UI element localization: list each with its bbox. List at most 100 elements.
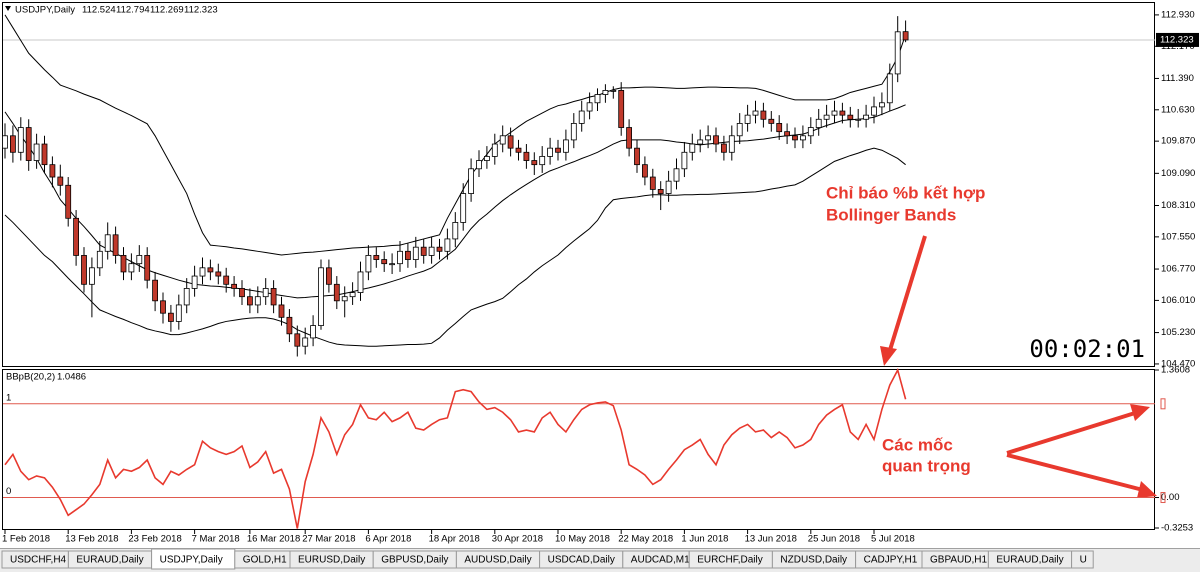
tab-label[interactable]: EURAUD,Daily	[996, 555, 1063, 566]
candle-body	[65, 184, 72, 219]
candle-body	[215, 271, 222, 277]
candle-body	[452, 222, 459, 240]
x-tick-label: 6 Apr 2018	[365, 534, 411, 545]
tab[interactable]: EURCHF,Daily	[688, 550, 773, 569]
candle-body	[365, 255, 372, 273]
candle-body	[444, 238, 451, 252]
candle-body	[626, 127, 632, 149]
tab-label[interactable]: EURCHF,Daily	[697, 555, 763, 566]
candle-body	[468, 168, 475, 194]
menu-triangle	[5, 6, 11, 11]
candle-body	[634, 147, 640, 166]
tab[interactable]: EURUSD,Daily	[289, 550, 374, 569]
annotation: quan trọng	[882, 456, 971, 475]
candle-body	[262, 288, 269, 298]
tab[interactable]: U	[1071, 550, 1094, 569]
level-marker	[1160, 398, 1166, 410]
candle-body	[404, 250, 411, 260]
tab-label[interactable]: NZDUSD,Daily	[780, 555, 847, 566]
candle-body	[160, 300, 166, 314]
candle-body	[507, 135, 514, 149]
candle-body	[412, 246, 419, 260]
candle-body	[428, 246, 435, 256]
candle-body	[807, 127, 814, 137]
candle-body	[697, 139, 704, 145]
tab[interactable]: USDCHF,H4	[1, 550, 69, 569]
tab-label[interactable]: EURUSD,Daily	[298, 555, 365, 566]
tab-label[interactable]: GBPUSD,Daily	[381, 555, 448, 566]
tab[interactable]: GOLD,H1	[234, 550, 291, 569]
candle-body	[191, 275, 198, 289]
indicator-line	[4, 367, 907, 529]
candle-body	[483, 156, 490, 161]
tab[interactable]: AUDUSD,Daily	[455, 550, 541, 569]
tab[interactable]: NZDUSD,Daily	[771, 550, 857, 569]
candle-body	[420, 246, 427, 256]
candle-body	[594, 94, 601, 104]
candle-body	[294, 333, 301, 347]
ohlc-low: 112.269	[150, 5, 184, 16]
tab[interactable]: CADJPY,H1	[855, 550, 923, 569]
tab-label[interactable]: USDCHF,H4	[10, 555, 67, 566]
tab-label[interactable]: USDJPY,Daily	[160, 555, 223, 566]
candle-body	[381, 259, 388, 265]
arrow	[888, 235, 927, 351]
y-tick-label: 106.770	[1161, 264, 1195, 275]
candle-body	[302, 337, 309, 347]
candle-body	[128, 263, 135, 273]
y-tick-label: 108.310	[1161, 200, 1195, 211]
tab[interactable]: EURAUD,Daily	[67, 550, 153, 569]
bid-label: 112.323	[1160, 34, 1194, 45]
candle-body	[89, 267, 95, 285]
candle-body	[310, 325, 317, 339]
candle-body	[902, 31, 909, 41]
tab-label[interactable]: AUDCAD,M1	[631, 555, 690, 566]
candle-body	[57, 176, 64, 186]
y-tick-label: -0.3253	[1161, 523, 1193, 534]
tab[interactable]: EURAUD,Daily	[987, 550, 1073, 569]
ohlc-open: 112.524	[82, 5, 116, 16]
candle-body	[689, 143, 696, 153]
candle-body	[223, 275, 230, 285]
tab-label[interactable]: EURAUD,Daily	[76, 555, 143, 566]
tab-shape[interactable]	[1071, 550, 1094, 569]
candle-body	[349, 292, 356, 298]
tab-label[interactable]: U	[1080, 555, 1087, 566]
candle-body	[491, 143, 498, 157]
candle-body	[752, 110, 759, 116]
tab-label[interactable]: AUDUSD,Daily	[464, 555, 531, 566]
candle-body	[839, 110, 846, 116]
candle-body	[278, 304, 285, 318]
y-tick-label: 109.090	[1161, 168, 1195, 179]
tab[interactable]: USDJPY,Daily	[151, 548, 236, 570]
candle-body	[886, 73, 893, 104]
annotation: Chỉ báo %b kết hợp	[826, 183, 985, 202]
candle-body	[286, 316, 293, 335]
candle-body	[721, 143, 727, 153]
x-tick-label: 27 Mar 2018	[302, 534, 355, 545]
level-marker	[1160, 492, 1166, 504]
y-tick-label: 107.550	[1161, 231, 1195, 242]
candle-body	[120, 255, 127, 273]
candle-body	[254, 296, 261, 306]
x-tick-label: 10 May 2018	[555, 534, 610, 545]
tab-label[interactable]: USDCAD,Daily	[548, 555, 615, 566]
candle-body	[705, 135, 711, 141]
x-tick-label: 5 Jul 2018	[871, 534, 915, 545]
candle-body	[728, 135, 735, 153]
tab-label[interactable]: CADJPY,H1	[864, 555, 918, 566]
candle-body	[815, 118, 822, 128]
y-tick-label: 111.390	[1161, 73, 1194, 84]
x-tick-label: 1 Jun 2018	[681, 534, 728, 545]
tab[interactable]: USDCAD,Daily	[539, 550, 624, 569]
tab[interactable]: GBPAUD,H1	[921, 550, 989, 569]
candle-body	[555, 147, 561, 153]
tab[interactable]: GBPUSD,Daily	[372, 550, 457, 569]
candle-body	[871, 106, 877, 116]
tab-label[interactable]: GBPAUD,H1	[930, 555, 987, 566]
indicator-value: 1.0486	[57, 372, 86, 383]
candle-body	[879, 102, 885, 108]
tab[interactable]: AUDCAD,M1	[622, 550, 690, 569]
tab-label[interactable]: GOLD,H1	[243, 555, 287, 566]
